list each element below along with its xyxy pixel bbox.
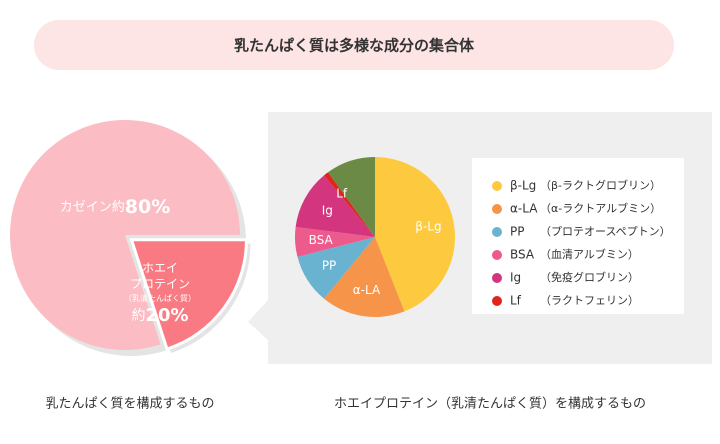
- label-text: プロテイン: [130, 277, 190, 291]
- legend-description: （プロテオースペプトン）: [540, 225, 671, 238]
- caption: ホエイプロテイン（乳清たんぱく質）を構成するもの: [334, 397, 646, 412]
- slice-label: BSA: [309, 233, 334, 247]
- legend-swatch: [492, 204, 502, 214]
- legend-label: β-Lg: [510, 179, 536, 193]
- slice-label: プロテイン: [130, 277, 190, 291]
- legend-box: [472, 158, 684, 314]
- slice-label: （乳清たんぱく質）: [124, 293, 196, 303]
- legend-label: PP: [510, 225, 524, 239]
- pie-slice: [295, 175, 375, 237]
- slice-label: β-Lg: [415, 219, 441, 233]
- legend-swatch: [492, 273, 502, 283]
- legend-swatch: [492, 296, 502, 306]
- label-text: 約: [131, 308, 145, 324]
- pie-slice: [129, 238, 248, 351]
- legend-label: α-LA: [510, 202, 538, 216]
- legend-description: （β-ラクトグロブリン）: [540, 178, 661, 192]
- pie-slice: [9, 119, 240, 350]
- legend-description: （免疫グロブリン）: [540, 270, 639, 284]
- slice-label: α-LA: [353, 283, 381, 297]
- banner-title: 乳たんぱく質は多様な成分の集合体: [234, 37, 475, 55]
- legend-label: Lf: [510, 294, 522, 308]
- pie-slice: [324, 172, 375, 237]
- slice-label: Lf: [336, 187, 348, 201]
- slice-label: 約20%: [131, 305, 188, 326]
- caption: 乳たんぱく質を構成するもの: [45, 397, 214, 412]
- slice-label: カゼイン約80%: [60, 196, 171, 218]
- pie-slice: [324, 237, 405, 317]
- pie-slice: [327, 157, 375, 237]
- label-text: ホエイ: [142, 261, 178, 275]
- value-label: 80%: [125, 196, 170, 218]
- legend-label: Ig: [510, 271, 521, 285]
- legend-swatch: [492, 250, 502, 260]
- callout-pointer: [248, 300, 268, 340]
- pie-slice: [375, 157, 456, 312]
- banner: [34, 20, 674, 70]
- legend-description: （ラクトフェリン）: [540, 294, 639, 307]
- slice-label: PP: [322, 259, 336, 273]
- slice-label: ホエイ: [142, 261, 178, 275]
- pie-slice: [295, 226, 375, 257]
- pie-slice: [297, 237, 375, 299]
- label-text: （乳清たんぱく質）: [124, 293, 196, 303]
- legend-swatch: [492, 227, 502, 237]
- value-label: 20%: [145, 305, 188, 326]
- legend-description: （血清アルブミン）: [540, 247, 639, 261]
- legend-description: （α-ラクトアルブミン）: [540, 201, 661, 215]
- legend-swatch: [492, 181, 502, 191]
- slice-label: Ig: [322, 203, 333, 217]
- legend-label: BSA: [510, 248, 535, 262]
- label-text: カゼイン約: [60, 200, 125, 215]
